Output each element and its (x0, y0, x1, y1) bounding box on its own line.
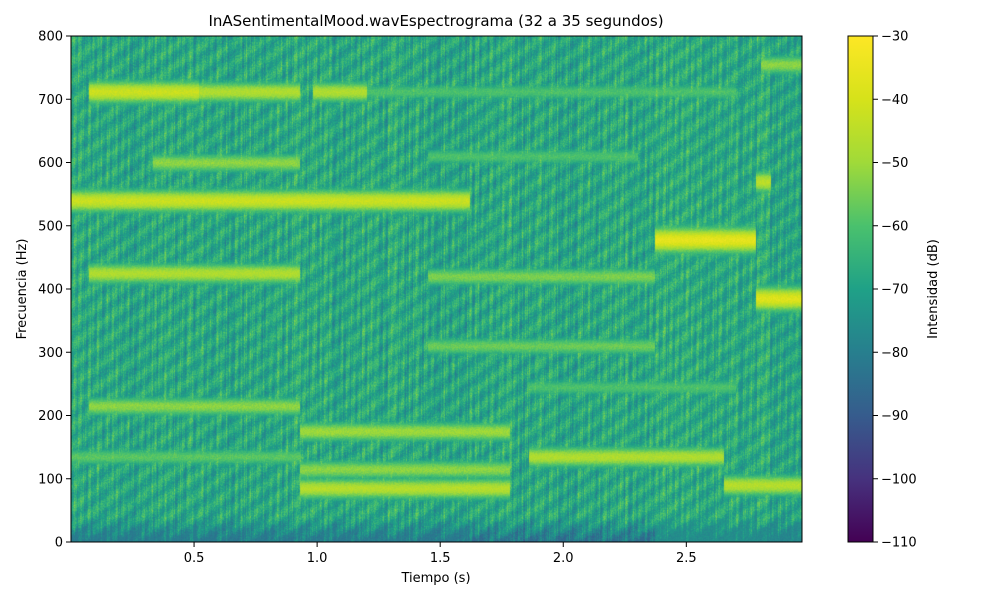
colorbar-tick-label: −90 (881, 409, 908, 424)
x-tick-label: 2.0 (553, 551, 574, 566)
y-axis-label: Frecuencia (Hz) (15, 239, 30, 340)
y-tick-label: 200 (38, 409, 63, 424)
y-tick-label: 0 (55, 536, 63, 551)
y-tick-label: 800 (38, 30, 63, 45)
colorbar-tick-label: −100 (881, 472, 917, 487)
x-axis-label: Tiempo (s) (400, 571, 470, 586)
x-axis-ticks: 0.5 1.0 1.5 2.0 2.5 (184, 542, 697, 566)
y-tick-label: 100 (38, 472, 63, 487)
y-tick-label: 600 (38, 156, 63, 171)
y-tick-label: 700 (38, 93, 63, 108)
y-tick-label: 400 (38, 283, 63, 298)
colorbar-tick-label: −60 (881, 219, 908, 234)
chart-title: InASentimentalMood.wavEspectrograma (32 … (208, 12, 663, 30)
x-tick-label: 0.5 (184, 551, 205, 566)
y-axis-ticks: 0 100 200 300 400 500 600 700 800 (38, 30, 71, 551)
spectrogram-heatmap (71, 36, 802, 542)
colorbar-tick-label: −50 (881, 156, 908, 171)
colorbar-tick-label: −110 (881, 536, 917, 551)
x-tick-label: 2.5 (676, 551, 697, 566)
y-tick-label: 500 (38, 219, 63, 234)
x-tick-label: 1.0 (307, 551, 328, 566)
colorbar-tick-label: −80 (881, 346, 908, 361)
colorbar-label: Intensidad (dB) (926, 239, 941, 339)
colorbar-gradient (848, 36, 873, 542)
x-tick-label: 1.5 (430, 551, 451, 566)
colorbar-tick-label: −30 (881, 30, 908, 45)
heatmap-plot-area (70, 35, 803, 543)
colorbar-ticks: −110 −100 −90 −80 −70 −60 −50 −40 −30 (873, 30, 917, 551)
colorbar-tick-label: −70 (881, 283, 908, 298)
colorbar: −110 −100 −90 −80 −70 −60 −50 −40 −30 Intensidad… (847, 30, 941, 551)
colorbar-tick-label: −40 (881, 93, 908, 108)
y-tick-label: 300 (38, 346, 63, 361)
